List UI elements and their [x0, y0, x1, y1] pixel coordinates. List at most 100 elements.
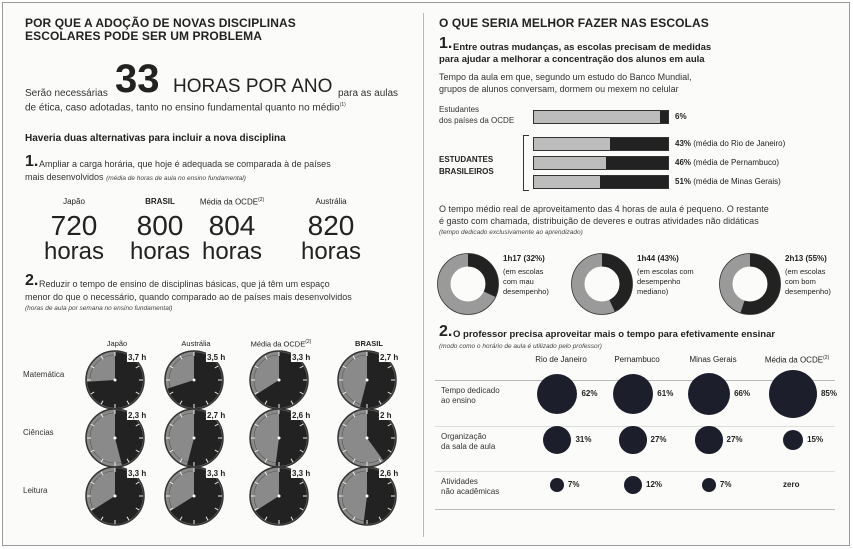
clock-tick: [179, 400, 183, 405]
clock-center: [365, 378, 369, 382]
s1-number: 1.: [439, 35, 453, 52]
clock-wedge: [255, 352, 307, 408]
clock-tick: [387, 449, 392, 453]
bubble-row-label-2: da sala de aula: [441, 442, 496, 451]
clock-col-label: BRASIL: [355, 339, 383, 348]
bubble-value: 7%: [567, 480, 580, 489]
clock-tick: [342, 507, 347, 511]
br-bar: [533, 175, 669, 189]
br-bar: [533, 156, 669, 170]
clock-tick: [100, 355, 104, 360]
br-bar-fill: [610, 138, 668, 150]
s2-text: O professor precisa aproveitar mais o te…: [453, 329, 776, 340]
alt-heading: Haveria duas alternativas para incluir a…: [25, 133, 286, 144]
clock-center: [113, 436, 117, 440]
clock-tick: [254, 423, 259, 427]
bubble-value: zero: [783, 480, 800, 489]
clock-tick: [352, 516, 356, 521]
clock-tick: [90, 449, 95, 453]
clock-tick: [290, 400, 294, 405]
donut-segment: [719, 253, 781, 315]
alt2-note: (horas de aula por semana no ensino fund…: [25, 305, 173, 312]
ocde-bar-fill: [659, 111, 668, 123]
clock-tick: [135, 449, 140, 453]
bubble-row-label-1: Atividades: [441, 477, 478, 486]
br-bar-note: (média do Rio de Janeiro): [691, 139, 786, 148]
donut-note-3: desempenho): [785, 287, 831, 296]
hours-value: 720: [50, 210, 98, 241]
clock-tick: [169, 365, 174, 369]
donut-segment: [571, 253, 633, 315]
hours-unit: horas: [300, 238, 362, 265]
lead-pre: Serão necessárias: [25, 88, 108, 99]
clock-tick: [378, 400, 382, 405]
clock-tick: [387, 481, 392, 485]
donut-time: 1h44 (43%): [637, 254, 679, 263]
hours-col-label: Média da OCDE(2): [199, 197, 265, 207]
donut-note-2: com mau: [503, 277, 534, 286]
clock-icon: [164, 408, 224, 468]
lead-line2: de ética, caso adotadas, tanto no ensino…: [25, 102, 346, 114]
s1-sub2: grupos de alunos conversam, dormem ou me…: [439, 84, 679, 94]
clock-value: 2,3 h: [127, 411, 148, 420]
clock-tick: [90, 481, 95, 485]
clock-tick: [90, 507, 95, 511]
bubble-value: 62%: [581, 389, 598, 398]
hours-col-label: Austrália: [315, 197, 347, 206]
bubble-col-head: Média da OCDE(2): [764, 355, 830, 365]
alt1-text1: Ampliar a carga horária, que hoje é adeq…: [39, 159, 331, 169]
clock-icon: [85, 408, 145, 468]
hours-col-label: BRASIL: [145, 197, 175, 206]
bubble-row-label-1: Organização: [441, 432, 487, 441]
left-title-line2: ESCOLARES PODE SER UM PROBLEMA: [25, 29, 263, 43]
clock-col-label: Média da OCDE(2): [250, 339, 312, 349]
clock-wedge: [170, 468, 222, 524]
clock-center: [277, 494, 281, 498]
bubble: [619, 426, 647, 454]
clock-tick: [205, 400, 209, 405]
clock-tick: [135, 507, 140, 511]
clock-tick: [254, 449, 259, 453]
ref-mark: (2): [305, 339, 312, 345]
clock-tick: [169, 449, 174, 453]
clock-tick: [205, 458, 209, 463]
donut-time: 2h13 (55%): [785, 254, 827, 263]
clock-tick: [387, 365, 392, 369]
clock-icon: [337, 408, 397, 468]
clock-tick: [264, 413, 268, 418]
clock-tick: [169, 507, 174, 511]
bubble-value: 12%: [646, 480, 663, 489]
hours-value: 820: [307, 210, 355, 241]
ocde-value: 6%: [675, 112, 687, 121]
hours-value: 800: [136, 210, 184, 241]
clock-center: [192, 494, 196, 498]
br-bar-fill: [606, 157, 668, 169]
clock-tick: [126, 516, 130, 521]
clock-tick: [126, 458, 130, 463]
clock-wedge: [91, 468, 143, 524]
bubble: [612, 373, 654, 415]
clock-tick: [254, 365, 259, 369]
clock-tick: [264, 355, 268, 360]
bubble: [769, 370, 817, 418]
clock-tick: [214, 481, 219, 485]
clock-center: [277, 378, 281, 382]
clock-row-label: Ciências: [23, 428, 54, 437]
clock-value: 2,7 h: [206, 411, 227, 420]
ref-mark: (2): [823, 355, 830, 361]
clock-tick: [254, 481, 259, 485]
clock-tick: [169, 481, 174, 485]
bubble: [695, 426, 723, 454]
clock-tick: [179, 471, 183, 476]
clock-tick: [254, 507, 259, 511]
clock-tick: [100, 458, 104, 463]
clock-tick: [169, 391, 174, 395]
clock-center: [192, 378, 196, 382]
clock-tick: [90, 365, 95, 369]
clock-value: 3,5 h: [206, 353, 227, 362]
clock-wedge: [367, 410, 395, 461]
br-label2: BRASILEIROS: [439, 167, 494, 176]
bubble-row-label-2: ao ensino: [441, 396, 476, 405]
clock-tick: [100, 516, 104, 521]
clock-wedge: [360, 352, 395, 408]
